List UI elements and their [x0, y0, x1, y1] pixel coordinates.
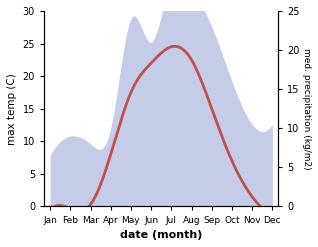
Y-axis label: max temp (C): max temp (C): [7, 73, 17, 144]
X-axis label: date (month): date (month): [120, 230, 203, 240]
Y-axis label: med. precipitation (kg/m2): med. precipitation (kg/m2): [302, 48, 311, 169]
